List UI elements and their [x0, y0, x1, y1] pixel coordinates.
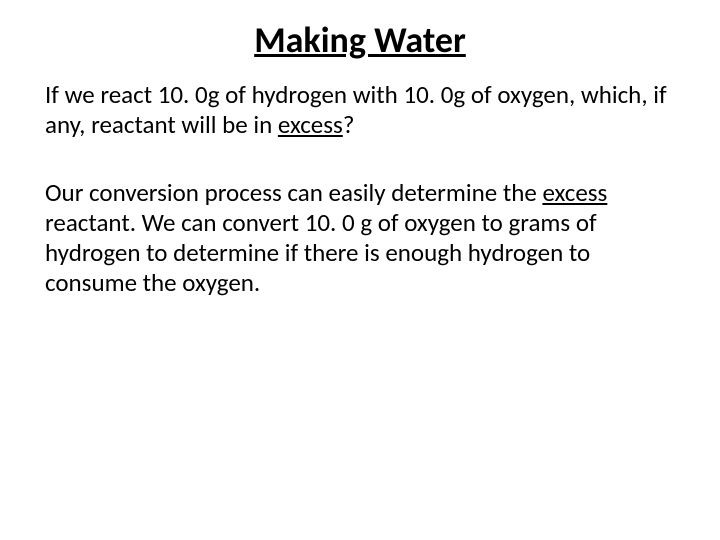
question-paragraph: If we react 10. 0g of hydrogen with 10. … [45, 80, 675, 140]
question-emphasis: excess [278, 109, 343, 140]
question-text-2: ? [343, 109, 355, 140]
question-text-1: If we react 10. 0g of hydrogen with 10. … [45, 79, 667, 140]
explanation-paragraph: Our conversion process can easily determ… [45, 178, 675, 298]
explanation-text-2: reactant. We can convert 10. 0 g of oxyg… [45, 207, 597, 298]
explanation-emphasis: excess [542, 177, 607, 208]
explanation-text-1: Our conversion process can easily determ… [45, 177, 542, 208]
page-title: Making Water [45, 18, 675, 62]
